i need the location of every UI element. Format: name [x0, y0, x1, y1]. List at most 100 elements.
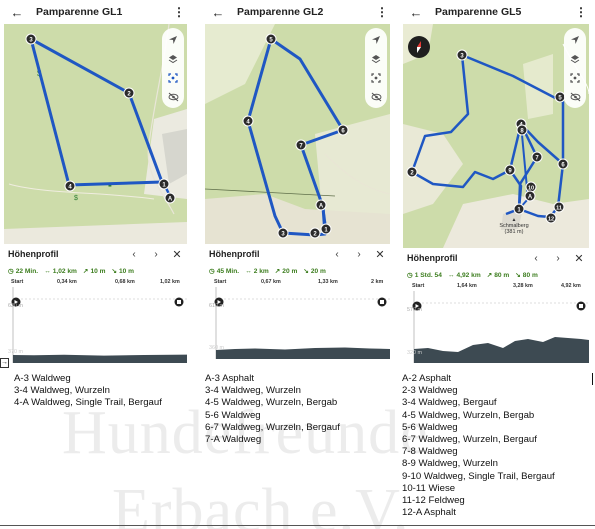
chevron-right-icon[interactable]: › — [556, 252, 560, 264]
compass-icon[interactable] — [408, 36, 430, 58]
visibility-off-icon[interactable] — [162, 87, 184, 106]
waypoint-marker[interactable]: 4 — [64, 180, 76, 192]
more-vert-icon[interactable]: ⋮ — [173, 5, 185, 19]
svg-text:10: 10 — [528, 186, 534, 192]
waypoint-marker[interactable]: 6 — [557, 158, 569, 170]
navigation-arrow-icon[interactable] — [564, 30, 586, 49]
chevron-left-icon[interactable]: ‹ — [335, 248, 339, 260]
route-map[interactable]: $ ■ $ 3 2 1 4 A — [4, 24, 187, 244]
route-map[interactable]: ▲ Schmalberg (381 m) 3 4 8 7 6 2 9 10 A … — [403, 24, 589, 248]
timer-icon: ◷ — [209, 268, 215, 275]
chevron-left-icon[interactable]: ‹ — [534, 252, 538, 264]
waypoint-marker[interactable]: 7 — [295, 139, 307, 151]
waypoint-marker[interactable]: 8 — [516, 124, 528, 136]
svg-text:5: 5 — [269, 38, 273, 44]
svg-text:2: 2 — [127, 92, 131, 98]
close-icon[interactable]: ✕ — [172, 248, 182, 261]
waypoint-marker[interactable]: 4 — [242, 115, 254, 127]
svg-text:9: 9 — [508, 169, 512, 175]
note-line: 6-7 Waldweg, Wurzeln, Bergauf — [205, 421, 340, 433]
back-arrow-icon[interactable]: ← — [211, 4, 225, 20]
ascent-icon: ↗ — [274, 268, 281, 275]
note-line: 9-10 Waldweg, Single Trail, Bergauf — [402, 470, 555, 482]
note-line: 4-5 Waldweg, Wurzeln, Bergab — [402, 409, 535, 421]
ascent: 80 m — [494, 272, 510, 279]
km-axis: Start 1,64 km 3,28 km 4,92 km — [403, 282, 589, 291]
more-vert-icon[interactable]: ⋮ — [376, 5, 388, 19]
svg-text:11: 11 — [556, 206, 562, 212]
profile-title: Höhenprofil — [209, 249, 260, 259]
note-line: A-3 Asphalt — [205, 373, 255, 384]
svg-text:2: 2 — [410, 171, 414, 177]
waypoint-marker[interactable]: A — [164, 192, 176, 204]
svg-text:7: 7 — [299, 144, 303, 150]
waypoint-marker[interactable]: 3 — [277, 227, 289, 239]
back-arrow-icon[interactable]: ← — [10, 4, 24, 20]
fit-route-icon[interactable] — [564, 68, 586, 87]
note-line: 3-4 Waldweg, Wurzeln — [205, 385, 301, 397]
waypoint-marker[interactable]: 3 — [25, 33, 37, 45]
svg-text:3: 3 — [460, 54, 464, 60]
profile-title: Höhenprofil — [8, 249, 59, 259]
app-bar: ← Pamparenne GL1 ⋮ — [4, 0, 187, 24]
text-cursor — [592, 373, 593, 385]
profile-chart[interactable]: 570 m 320 m — [403, 291, 589, 363]
duration: 45 Min. — [216, 268, 240, 275]
descent-icon: ↘ — [111, 268, 118, 275]
back-arrow-icon[interactable]: ← — [409, 4, 423, 20]
more-vert-icon[interactable]: ⋮ — [575, 5, 587, 19]
map-tools — [564, 28, 586, 108]
navigation-arrow-icon[interactable] — [365, 30, 387, 49]
descent: 10 m — [119, 268, 135, 275]
svg-text:$: $ — [74, 195, 78, 202]
waypoint-marker[interactable]: 2 — [123, 87, 135, 99]
waypoint-marker[interactable]: 1 — [320, 223, 332, 235]
profile-chart[interactable]: 610 m 360 m — [205, 287, 390, 359]
layers-icon[interactable] — [564, 49, 586, 68]
fit-route-icon[interactable] — [365, 68, 387, 87]
waypoint-marker[interactable]: 6 — [337, 124, 349, 136]
visibility-off-icon[interactable] — [564, 87, 586, 106]
chevron-right-icon[interactable]: › — [357, 248, 361, 260]
distance-icon: ↔ — [44, 267, 51, 275]
waypoint-marker[interactable]: 7 — [531, 151, 543, 163]
fit-route-icon[interactable] — [162, 68, 184, 87]
elevation-bottom: 370 m — [8, 349, 23, 355]
ascent-icon: ↗ — [486, 272, 493, 279]
waypoint-marker[interactable]: 1 — [158, 178, 170, 190]
waypoint-marker[interactable]: 3 — [456, 49, 468, 61]
waypoint-marker[interactable]: 10 — [525, 181, 537, 193]
distance-icon: ↔ — [447, 271, 455, 279]
waypoint-marker[interactable]: 12 — [545, 212, 557, 224]
svg-text:3: 3 — [281, 232, 285, 238]
duration: 1 Std. 54 — [414, 272, 442, 279]
elevation-profile: Höhenprofil ‹ › ✕ ◷ 1 Std. 54 ↔ 4,92 km ↗ 8… — [403, 248, 589, 363]
waypoint-marker[interactable]: 5 — [265, 33, 277, 45]
waypoint-marker[interactable]: 1 — [513, 203, 525, 215]
visibility-off-icon[interactable] — [365, 87, 387, 106]
chevron-left-icon[interactable]: ‹ — [132, 248, 136, 260]
layers-icon[interactable] — [162, 49, 184, 68]
waypoint-marker[interactable]: 11 — [553, 201, 565, 213]
km-label: Start — [214, 279, 227, 285]
note-line: 7-A Waldweg — [205, 434, 262, 446]
layers-icon[interactable] — [365, 49, 387, 68]
route-map[interactable]: 5 4 6 7 A 3 2 1 — [205, 24, 390, 244]
route-title: Pamparenne GL2 — [237, 6, 324, 18]
waypoint-marker[interactable]: 2 — [309, 227, 321, 239]
edge-arrow-icon[interactable]: → — [0, 358, 9, 368]
profile-chart[interactable]: 620 m 370 m — [4, 287, 187, 363]
navigation-arrow-icon[interactable] — [162, 30, 184, 49]
close-icon[interactable]: ✕ — [375, 248, 385, 261]
km-axis: Start 0,34 km 0,68 km 1,02 km — [4, 278, 187, 287]
duration: 22 Min. — [15, 268, 39, 275]
waypoint-marker[interactable]: A — [315, 199, 327, 211]
km-axis: Start 0,67 km 1,33 km 2 km — [205, 278, 390, 287]
waypoint-marker[interactable]: A — [524, 190, 536, 202]
waypoint-marker[interactable]: 2 — [406, 166, 418, 178]
svg-text:A: A — [528, 195, 533, 201]
chevron-right-icon[interactable]: › — [154, 248, 158, 260]
waypoint-marker[interactable]: 9 — [504, 164, 516, 176]
note-line: 7-8 Waldweg — [402, 446, 458, 458]
close-icon[interactable]: ✕ — [574, 252, 584, 265]
